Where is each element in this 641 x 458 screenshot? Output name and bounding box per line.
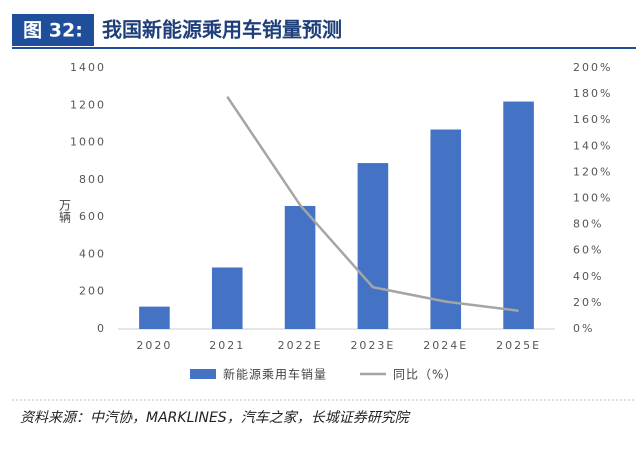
y-axis-label: 万辆: [58, 199, 72, 223]
y-tick-label: 600: [79, 210, 106, 223]
bar: [139, 306, 170, 329]
source: 资料来源：中汽协，MARKLINES，汽车之家，长城证券研究院: [20, 410, 411, 426]
bar: [284, 205, 316, 329]
x-tick-label: 2022E: [278, 339, 323, 352]
y-tick-label: 800: [79, 173, 106, 186]
y2-tick-label: 140%: [573, 139, 612, 152]
bar: [357, 163, 389, 329]
x-tick-label: 2020: [136, 339, 172, 352]
x-tick-label: 2025E: [496, 339, 541, 352]
y2-tick-label: 0%: [573, 322, 594, 335]
y2-tick-label: 120%: [573, 165, 612, 178]
line: [226, 96, 519, 312]
x-tick-label: 2021: [209, 339, 245, 352]
chart-title: 我国新能源乘用车销量预测: [102, 18, 342, 42]
y2-tick-label: 20%: [573, 296, 603, 309]
y-tick-label: 400: [79, 247, 106, 260]
y-tick-label: 1200: [70, 98, 106, 111]
y-tick-label: 1400: [70, 61, 106, 74]
legend-label: 同比（%）: [393, 368, 457, 382]
legend-label: 新能源乘用车销量: [223, 367, 327, 382]
header-badge: [12, 14, 94, 46]
y2-tick-label: 60%: [573, 244, 603, 257]
y-tick-label: 200: [79, 285, 106, 298]
y2-tick-label: 180%: [573, 87, 612, 100]
bar: [503, 101, 534, 329]
y2-tick-label: 40%: [573, 270, 603, 283]
y2-tick-label: 80%: [573, 218, 603, 231]
x-tick-label: 2024E: [423, 339, 468, 352]
x-tick-label: 2023E: [350, 339, 395, 352]
y-tick-label: 1000: [70, 136, 106, 149]
y-tick-label: 0: [97, 322, 106, 335]
legend-swatch: [190, 369, 216, 379]
y2-tick-label: 160%: [573, 113, 612, 126]
y2-tick-label: 200%: [573, 61, 612, 74]
y2-tick-label: 100%: [573, 192, 612, 205]
bar: [430, 129, 462, 329]
figure-label: 图 32:: [23, 20, 83, 42]
bar: [211, 267, 243, 329]
